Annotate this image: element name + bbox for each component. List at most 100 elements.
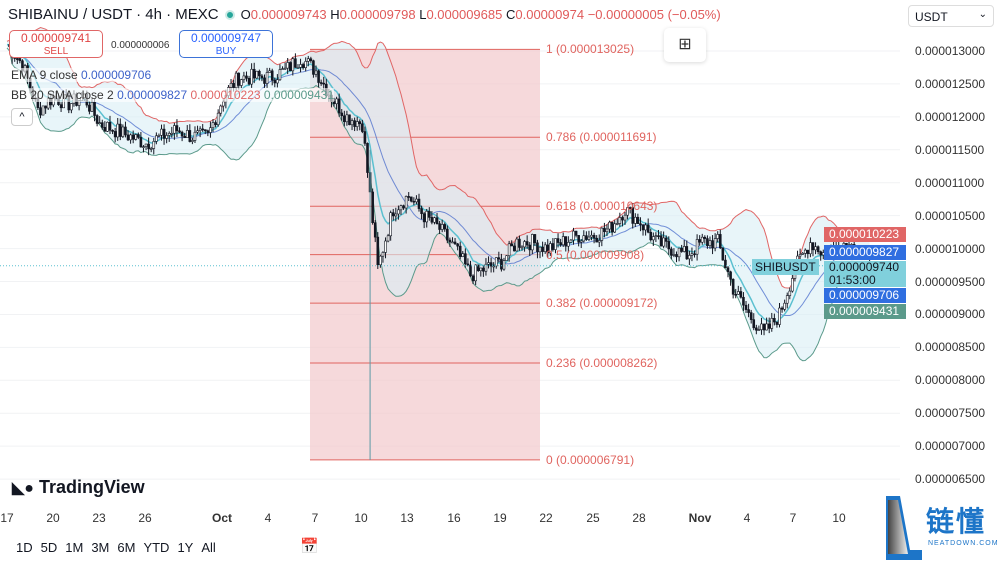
candle bbox=[765, 323, 768, 331]
candle bbox=[116, 123, 120, 138]
candle bbox=[664, 237, 668, 242]
candle bbox=[425, 210, 429, 223]
ema-legend[interactable]: EMA 9 close 0.000009706 bbox=[11, 68, 152, 82]
candle bbox=[747, 309, 750, 313]
candle bbox=[700, 236, 704, 243]
candle bbox=[427, 210, 431, 218]
candle bbox=[276, 79, 279, 84]
candle bbox=[198, 128, 202, 132]
candle bbox=[471, 275, 475, 282]
candle bbox=[391, 212, 395, 217]
symbol-title[interactable]: SHIBAINU / USDT · 4h · MEXC bbox=[8, 6, 219, 23]
candle bbox=[95, 115, 99, 124]
candle bbox=[15, 58, 19, 60]
candle bbox=[412, 200, 416, 203]
candle bbox=[394, 213, 398, 217]
timeframe-button[interactable]: 3M bbox=[91, 540, 110, 555]
buy-button[interactable]: 0.000009747 BUY bbox=[179, 30, 273, 58]
collapse-legend-button[interactable]: ^ bbox=[11, 108, 33, 126]
candle bbox=[742, 296, 745, 306]
candle bbox=[525, 241, 529, 246]
layout-add-button[interactable]: ⊞ bbox=[664, 28, 706, 62]
candle bbox=[317, 70, 320, 83]
time-tick: 26 bbox=[138, 511, 152, 525]
candle bbox=[515, 238, 519, 252]
candle bbox=[551, 243, 555, 250]
timeframe-button[interactable]: 5D bbox=[40, 540, 58, 555]
candle bbox=[649, 231, 653, 241]
timeframe-button[interactable]: YTD bbox=[143, 540, 170, 555]
candle bbox=[175, 125, 179, 132]
candle bbox=[281, 68, 284, 70]
candle bbox=[283, 67, 287, 70]
candle bbox=[693, 253, 696, 256]
candle bbox=[561, 236, 565, 246]
candle bbox=[309, 58, 313, 62]
candle bbox=[155, 135, 158, 142]
candle bbox=[456, 243, 459, 247]
candle bbox=[489, 262, 493, 267]
bb-lower-line bbox=[6, 47, 870, 362]
timeframe-button[interactable]: All bbox=[201, 540, 216, 555]
bb-basis-line bbox=[6, 44, 870, 316]
candle bbox=[494, 257, 498, 267]
candle bbox=[803, 249, 807, 254]
candle bbox=[173, 125, 176, 134]
candle bbox=[546, 244, 550, 254]
candle bbox=[652, 236, 655, 241]
time-tick: 16 bbox=[447, 511, 461, 525]
ohlc-readout: O0.000009743 H0.000009798 L0.000009685 C… bbox=[240, 7, 721, 22]
last-price-pill: 0.000009740 01:53:00 bbox=[824, 261, 906, 287]
candle bbox=[209, 127, 212, 133]
grid-plus-icon: ⊞ bbox=[678, 36, 692, 53]
candle bbox=[461, 253, 465, 257]
candle bbox=[788, 290, 792, 296]
sell-button[interactable]: 0.000009741 SELL bbox=[9, 30, 103, 58]
candle bbox=[512, 245, 516, 252]
price-tick: 0.000011000 bbox=[915, 175, 985, 190]
candle bbox=[476, 264, 480, 272]
bb-legend[interactable]: BB 20 SMA close 2 0.000009827 0.00001022… bbox=[11, 88, 334, 102]
candle bbox=[415, 198, 418, 203]
candle bbox=[358, 121, 362, 125]
bb-lower-pill: 0.000009431 bbox=[824, 304, 906, 319]
date-range-icon[interactable]: 📅 bbox=[300, 538, 319, 555]
fib-level-label: 1 (0.000013025) bbox=[546, 42, 635, 57]
candle bbox=[724, 259, 727, 269]
neatdown-watermark: 链懂 NEATDOWN.COM bbox=[884, 494, 1000, 564]
time-tick: 19 bbox=[493, 511, 507, 525]
currency-select[interactable]: USDT ⌄ bbox=[908, 5, 994, 27]
timeframe-button[interactable]: 1D bbox=[16, 540, 33, 555]
timeframe-button[interactable]: 1Y bbox=[177, 540, 194, 555]
time-tick: 7 bbox=[789, 511, 797, 525]
candle bbox=[440, 224, 444, 230]
candle bbox=[304, 61, 308, 68]
candle bbox=[574, 230, 578, 236]
time-tick: 7 bbox=[311, 511, 319, 525]
candle bbox=[703, 236, 707, 239]
candle bbox=[543, 244, 547, 252]
candle bbox=[721, 247, 725, 261]
timeframe-button[interactable]: 1M bbox=[65, 540, 84, 555]
candle bbox=[343, 115, 346, 123]
timeframe-button[interactable]: 6M bbox=[117, 540, 136, 555]
candle bbox=[549, 243, 552, 254]
time-tick: 17 bbox=[0, 511, 14, 525]
candle bbox=[770, 318, 774, 329]
candle bbox=[229, 83, 233, 88]
candle bbox=[399, 205, 403, 211]
candle bbox=[232, 83, 235, 89]
candle bbox=[533, 234, 537, 244]
candle bbox=[749, 312, 753, 320]
candle bbox=[497, 257, 501, 260]
candle bbox=[188, 130, 192, 142]
candle bbox=[438, 223, 441, 230]
tradingview-logo[interactable]: ◣● TradingView bbox=[12, 477, 145, 497]
candle bbox=[731, 279, 735, 295]
candle bbox=[366, 143, 369, 173]
candle bbox=[621, 217, 624, 221]
candle bbox=[265, 72, 269, 84]
candle bbox=[556, 238, 560, 243]
candle bbox=[203, 129, 207, 131]
